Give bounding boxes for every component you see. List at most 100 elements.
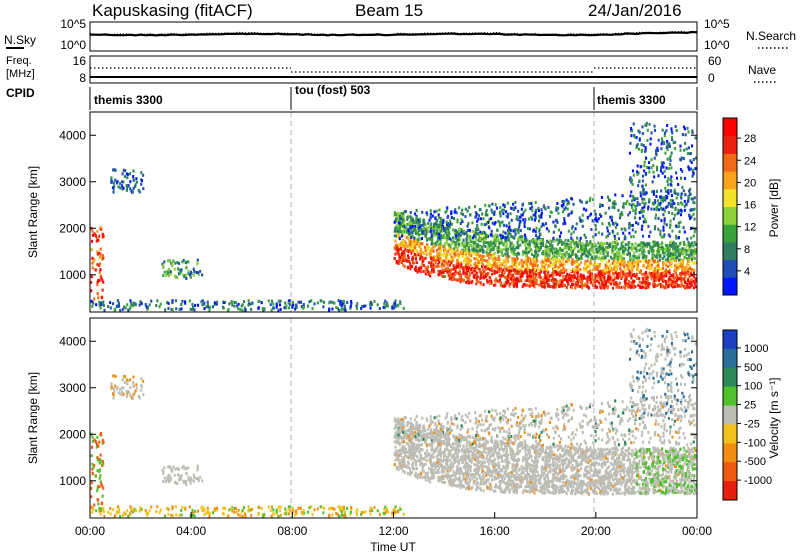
power-cell (137, 188, 140, 192)
power-cell (464, 215, 467, 219)
power-cell (414, 265, 417, 269)
power-cell (528, 257, 531, 260)
power-cell (316, 301, 319, 305)
velocity-cell (98, 468, 101, 472)
power-cell (482, 249, 485, 253)
power-cell (102, 280, 105, 284)
power-cell (514, 232, 517, 236)
power-cell (479, 230, 482, 234)
power-cell (582, 276, 585, 280)
power-cell (557, 228, 560, 232)
power-cell (651, 190, 654, 194)
power-cell (672, 253, 675, 257)
power-cell (652, 275, 655, 279)
power-cell (431, 247, 434, 251)
power-cell (132, 169, 135, 173)
velocity-cell (134, 390, 137, 394)
power-cell (90, 280, 93, 284)
power-cell (275, 306, 278, 309)
power-cell (196, 258, 199, 262)
power-cell (535, 251, 538, 254)
velocity-cell (119, 388, 122, 391)
power-cell (673, 284, 676, 288)
power-cell (402, 228, 405, 232)
power-cell (449, 271, 452, 275)
power-cell (289, 299, 292, 303)
velocity-cell (302, 509, 305, 512)
power-cell (683, 242, 686, 246)
power-cell (570, 232, 573, 236)
velocity-cell (331, 506, 334, 510)
power-cell (606, 241, 609, 245)
power-cell (665, 189, 668, 193)
power-cell (664, 271, 667, 274)
velocity-cell (175, 513, 178, 517)
power-cell (110, 179, 113, 183)
power-cell (591, 282, 594, 286)
power-cell (675, 256, 678, 260)
power-cell (421, 262, 424, 266)
power-cell (693, 196, 696, 200)
velocity-cell (301, 512, 304, 516)
power-cell (652, 281, 655, 285)
power-cell (130, 301, 133, 305)
power-cell (589, 272, 592, 276)
power-cell (490, 242, 493, 246)
power-cell (543, 265, 546, 269)
power-cell (669, 282, 672, 286)
power-cell (450, 239, 453, 243)
power-cell (576, 244, 579, 248)
velocity-cell (382, 511, 385, 515)
power-cell (440, 262, 443, 266)
power-cell (491, 202, 494, 206)
power-cell (525, 239, 528, 242)
power-cell (224, 300, 227, 304)
power-cell (523, 233, 526, 237)
power-cell (396, 219, 399, 223)
power-cell (447, 253, 450, 257)
power-cell (533, 255, 536, 259)
velocity-cell (98, 457, 101, 461)
power-cell (512, 207, 515, 211)
power-cell (412, 239, 415, 242)
power-cell (637, 243, 640, 247)
power-cell (415, 254, 418, 257)
power-cell (655, 249, 658, 253)
power-cell (514, 282, 517, 286)
power-cell (613, 276, 616, 280)
power-cell (456, 247, 459, 250)
power-cell (629, 258, 632, 262)
power-cell (539, 268, 542, 272)
power-cell (606, 234, 609, 238)
power-cell (660, 147, 663, 151)
velocity-cell (164, 514, 167, 518)
power-cell (544, 242, 547, 246)
power-cell (96, 250, 99, 254)
power-cell (583, 252, 586, 256)
power-cell (590, 262, 593, 266)
power-cell (655, 284, 658, 288)
power-cell (643, 164, 646, 168)
power-cell (129, 180, 132, 184)
power-cell (567, 200, 570, 204)
power-cell (555, 218, 558, 222)
power-cell (481, 212, 484, 216)
power-cell (604, 265, 607, 269)
power-cell (635, 247, 638, 251)
power-cell (432, 229, 435, 233)
power-cell (506, 254, 509, 258)
power-cell (426, 268, 429, 272)
power-cell (612, 278, 615, 282)
power-cell (638, 216, 641, 220)
power-cell (661, 257, 664, 261)
power-cell (515, 246, 518, 250)
power-cell (207, 305, 210, 309)
power-cell (395, 224, 398, 228)
power-cell (589, 278, 592, 281)
power-cell (559, 260, 562, 264)
power-cell (670, 264, 673, 268)
power-cell (460, 262, 463, 266)
power-cell (619, 281, 622, 285)
power-cell (112, 302, 115, 306)
power-cell (682, 250, 685, 254)
